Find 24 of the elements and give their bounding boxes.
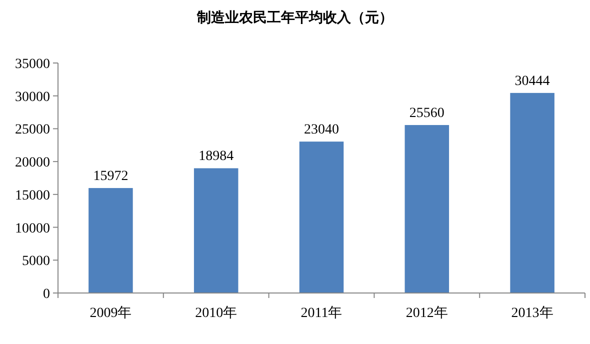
y-tick-label: 10000 xyxy=(15,221,50,236)
y-tick-label: 25000 xyxy=(15,122,50,138)
x-tick-label: 2013年 xyxy=(511,305,554,321)
data-label: 18984 xyxy=(198,149,234,164)
y-tick-label: 35000 xyxy=(15,57,50,72)
y-tick-label: 0 xyxy=(43,287,50,302)
bar xyxy=(404,125,450,293)
data-label: 30444 xyxy=(514,74,550,89)
x-tick-label: 2010年 xyxy=(195,305,238,321)
chart-title: 制造业农民工年平均收入（元） xyxy=(196,10,393,26)
bar xyxy=(88,188,133,293)
y-tick-label: 30000 xyxy=(15,90,50,105)
x-tick-label: 2012年 xyxy=(406,305,448,321)
x-tick-label: 2009年 xyxy=(90,305,132,321)
data-label: 15972 xyxy=(93,169,128,184)
y-tick-label: 5000 xyxy=(22,254,50,270)
y-tick-label: 20000 xyxy=(15,156,50,171)
data-label: 25560 xyxy=(409,106,444,122)
bar xyxy=(299,142,344,293)
data-label: 23040 xyxy=(304,122,339,138)
y-tick-label: 15000 xyxy=(15,188,50,204)
x-tick-label: 2011年 xyxy=(300,305,342,321)
bar xyxy=(194,168,238,293)
bar xyxy=(510,92,554,293)
